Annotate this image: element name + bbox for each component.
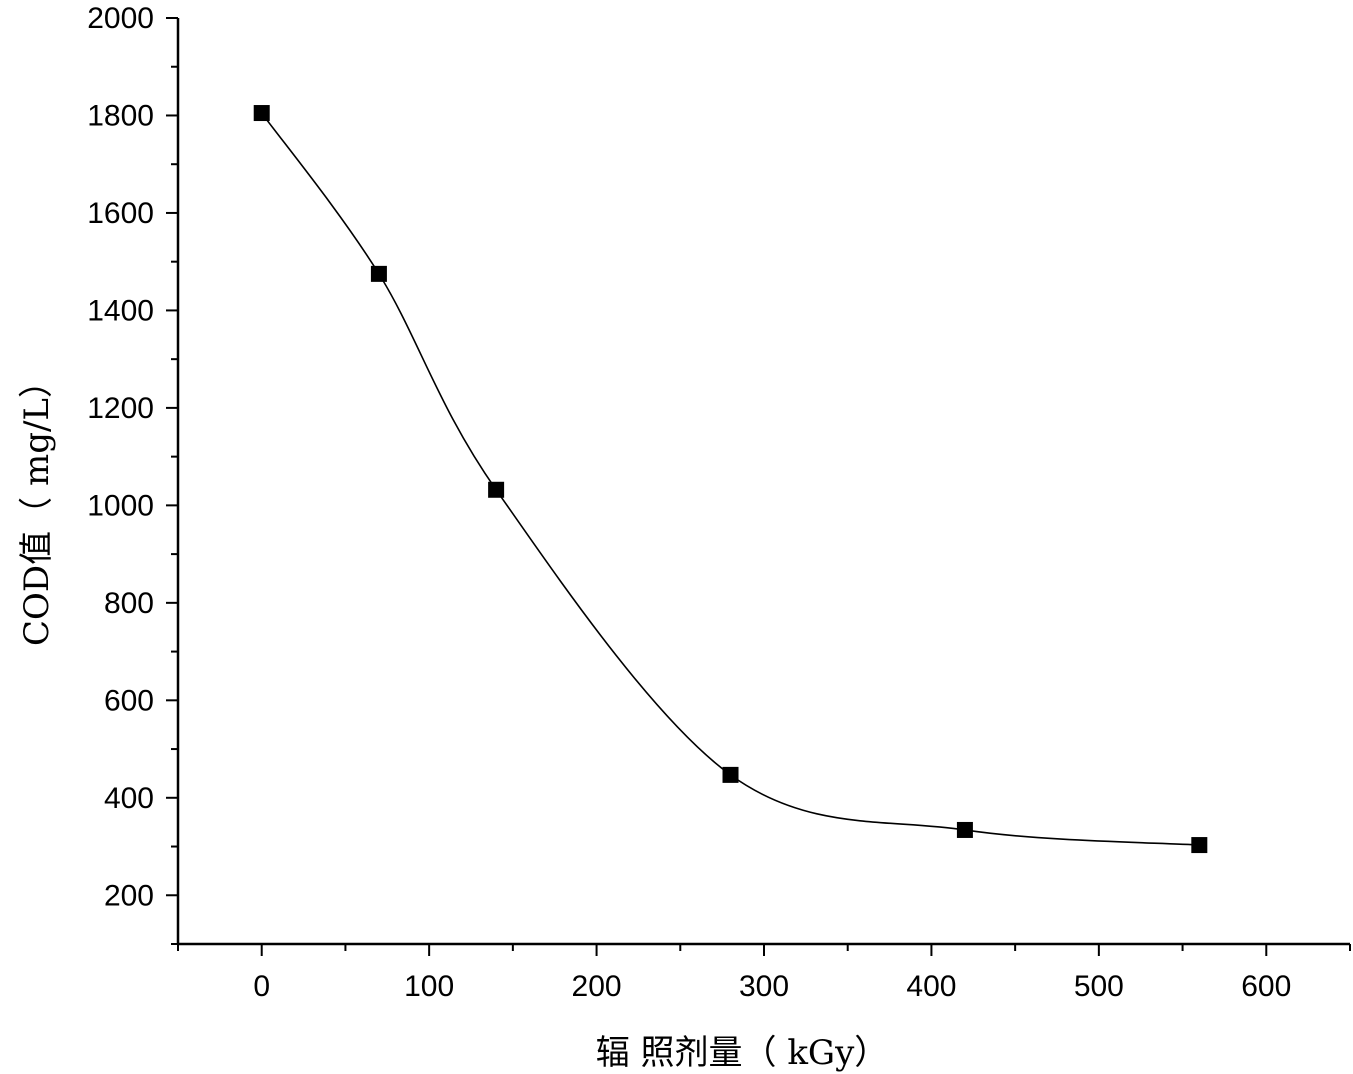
data-point [370,265,387,282]
y-axis-ticks: 200 400 600 800 1000 1200 1400 1600 1800 2000 [87,2,178,945]
data-point [488,481,505,498]
y-tick-label: 400 [104,782,154,815]
y-tick-label: 1400 [87,294,154,327]
y-tick-label: 2000 [87,2,154,35]
data-point [1191,837,1208,854]
fit-curve [261,112,1200,846]
x-tick-label: 100 [404,970,454,1003]
x-axis-ticks: 0 100 200 300 400 500 600 [177,944,1351,1003]
x-tick-label: 200 [572,970,622,1003]
data-points [253,105,1208,854]
y-tick-label: 600 [104,684,154,717]
data-point [956,821,973,838]
y-axis-label: COD值（ mg/L） [17,364,57,646]
y-tick-label: 1600 [87,197,154,230]
x-axis-label: 辐 照剂量（ kGy） [596,1033,889,1073]
data-point [722,766,739,783]
x-tick-label: 500 [1074,970,1124,1003]
x-tick-label: 400 [906,970,956,1003]
x-tick-label: 600 [1241,970,1291,1003]
y-tick-label: 1200 [87,392,154,425]
x-tick-label: 300 [739,970,789,1003]
y-tick-label: 200 [104,879,154,912]
y-tick-label: 800 [104,587,154,620]
y-tick-label: 1800 [87,99,154,132]
y-tick-label: 1000 [87,489,154,522]
x-tick-label: 0 [253,970,270,1003]
axes [176,18,1350,946]
fit-curve-group [261,112,1200,846]
data-point [253,105,270,122]
